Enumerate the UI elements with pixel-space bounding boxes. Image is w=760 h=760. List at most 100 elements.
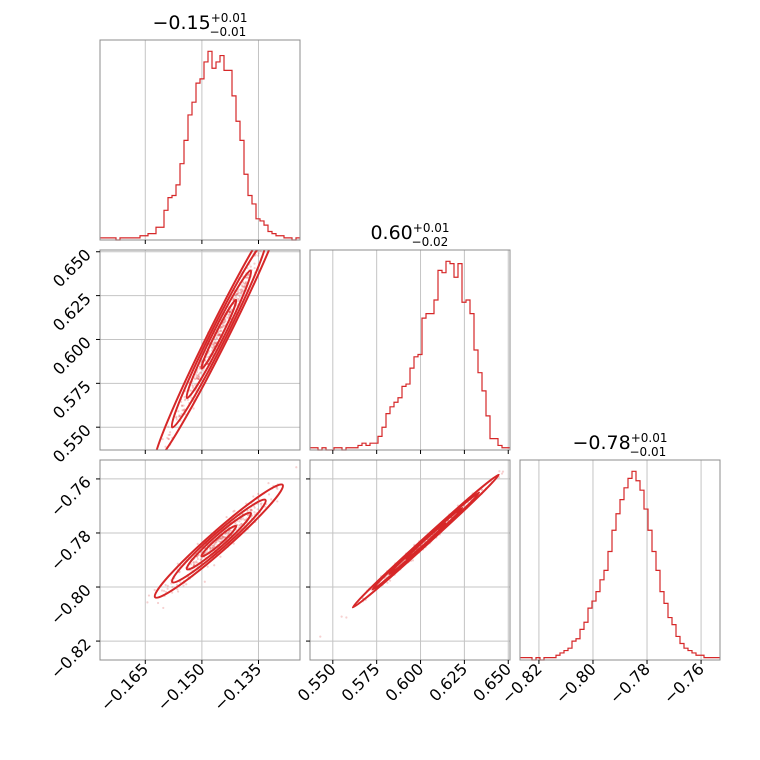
- sample-point: [219, 537, 222, 541]
- sample-point: [219, 537, 222, 540]
- sample-point: [195, 560, 198, 563]
- sample-point: [234, 293, 237, 297]
- sample-point: [205, 550, 208, 554]
- sample-point: [251, 514, 254, 517]
- histogram-panel-2: 0.60+0.01 −0.02: [309, 221, 511, 454]
- sample-point: [164, 445, 167, 448]
- sample-point: [191, 385, 195, 388]
- sample-point: [181, 404, 184, 408]
- sample-point: [177, 410, 180, 413]
- sample-point: [501, 470, 505, 473]
- y-tick-label: 0.575: [49, 377, 95, 423]
- sample-point: [227, 530, 231, 533]
- contour-level-3: [170, 498, 267, 584]
- sample-point: [164, 583, 167, 587]
- sample-point: [175, 583, 179, 586]
- sample-point: [257, 492, 260, 495]
- sample-point: [211, 347, 214, 350]
- sample-point: [196, 555, 199, 558]
- sample-point: [197, 376, 200, 379]
- panel-frame: [309, 459, 511, 661]
- sample-point: [193, 563, 196, 566]
- sample-point: [199, 371, 202, 374]
- sample-point: [198, 365, 201, 368]
- sample-point: [213, 341, 216, 344]
- sample-point: [168, 433, 172, 436]
- sample-point: [276, 500, 279, 503]
- sample-point: [196, 377, 199, 380]
- sample-point: [213, 543, 216, 546]
- sample-point: [183, 399, 187, 402]
- sample-point: [176, 588, 179, 591]
- sample-point: [213, 564, 216, 567]
- sample-point: [199, 558, 203, 562]
- y-tick-label: −0.78: [47, 526, 95, 574]
- sample-point: [319, 635, 322, 638]
- sample-point: [156, 601, 160, 605]
- sample-point: [236, 297, 239, 301]
- sample-point: [221, 537, 224, 540]
- sample-point: [235, 293, 238, 296]
- sample-point: [182, 584, 185, 587]
- sample-point: [257, 254, 260, 257]
- sample-point: [244, 280, 247, 284]
- sample-point: [237, 291, 241, 294]
- sample-point: [218, 329, 222, 333]
- contour-level-4: [153, 483, 284, 599]
- sample-point: [213, 544, 216, 547]
- sample-point: [276, 487, 279, 490]
- sample-point: [146, 601, 149, 604]
- sample-point: [228, 311, 231, 314]
- sample-point: [197, 374, 200, 377]
- density-contours: [153, 483, 284, 599]
- x-tick-label: 0.550: [294, 659, 340, 705]
- sample-point: [186, 398, 189, 401]
- sample-point: [215, 541, 218, 544]
- sample-point: [195, 375, 198, 378]
- sample-point: [217, 333, 220, 336]
- x-tick-label: 0.625: [425, 659, 471, 705]
- y-tick-label: −0.82: [47, 634, 95, 682]
- sample-point: [250, 509, 254, 512]
- sample-points: [146, 466, 298, 610]
- title-upper-error: +0.01: [631, 431, 668, 445]
- sample-point: [218, 333, 221, 336]
- sample-point: [209, 547, 212, 550]
- sample-point: [193, 378, 196, 381]
- sample-point: [183, 395, 186, 399]
- sample-point: [242, 517, 245, 520]
- contour-level-4: [153, 250, 285, 450]
- sample-point: [243, 282, 247, 285]
- sample-point: [270, 498, 273, 501]
- sample-point: [195, 376, 199, 379]
- sample-point: [223, 536, 226, 539]
- sample-point: [229, 310, 232, 313]
- scatter-panel-2: [96, 459, 301, 664]
- title-upper-error: +0.01: [413, 221, 450, 235]
- sample-point: [199, 371, 202, 374]
- sample-point: [262, 243, 264, 245]
- sample-point: [233, 294, 237, 297]
- sample-point: [217, 334, 221, 337]
- sample-point: [257, 252, 260, 255]
- x-tick-label: −0.135: [210, 659, 265, 714]
- sample-point: [236, 290, 240, 293]
- panel-frame: [99, 39, 301, 241]
- sample-point: [190, 389, 193, 392]
- sample-point: [166, 587, 169, 590]
- sample-point: [194, 377, 198, 380]
- sample-point: [263, 245, 265, 247]
- sample-point: [210, 346, 213, 349]
- sample-point: [273, 241, 275, 243]
- y-tick-label: −0.76: [47, 472, 95, 520]
- histogram-step-line: [520, 470, 720, 661]
- title-value: −0.15: [152, 12, 210, 34]
- sample-point: [240, 290, 244, 294]
- panel-frame: [99, 459, 301, 661]
- x-tick-label: 0.575: [338, 659, 384, 705]
- sample-point: [185, 583, 188, 586]
- sample-point: [171, 591, 174, 594]
- sample-point: [225, 316, 229, 319]
- sample-point: [153, 469, 155, 471]
- sample-point: [228, 310, 231, 313]
